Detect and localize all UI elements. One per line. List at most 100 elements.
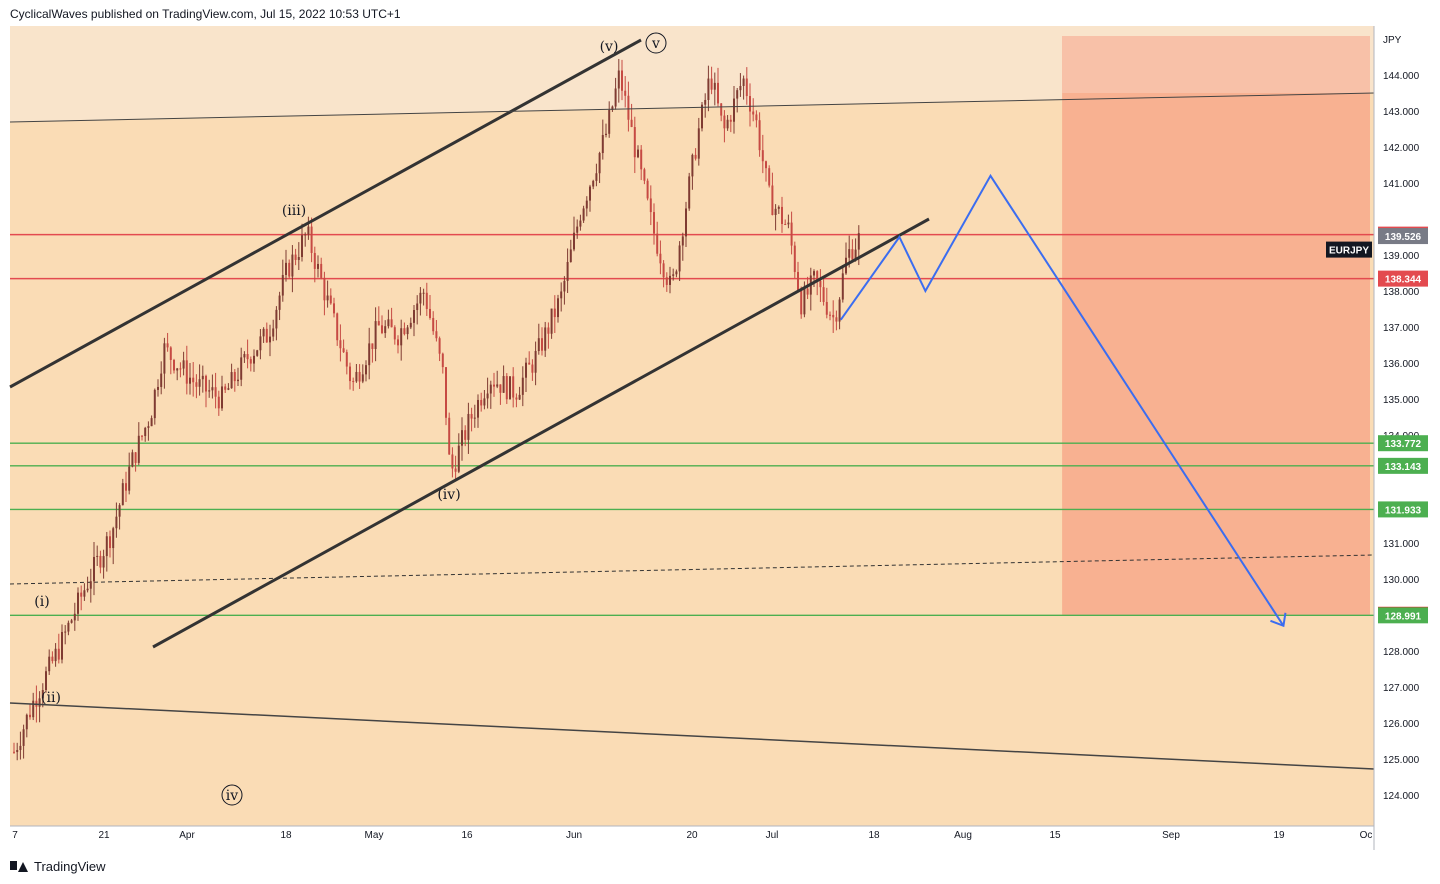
candle-body [643, 169, 646, 181]
upper-channel-band [10, 26, 1374, 122]
candle-body [374, 321, 377, 350]
candle-body [208, 390, 211, 392]
candle-body [649, 198, 652, 213]
candle-body [96, 555, 99, 557]
candle-body [579, 220, 582, 227]
candle-body [333, 303, 335, 314]
projection-path [839, 173, 1285, 627]
candle-body [22, 729, 25, 746]
candle-body [569, 249, 572, 262]
candle-body [576, 226, 579, 233]
tradingview-logo-icon [10, 860, 30, 873]
candle-body [45, 671, 47, 691]
candle-body [435, 331, 438, 339]
candle-body [157, 386, 159, 390]
candle-body [835, 317, 838, 322]
candle-body [787, 222, 790, 225]
candle-body [777, 206, 780, 209]
candle-body [617, 70, 620, 89]
price-tag-label-2: 138.344 [1385, 275, 1422, 286]
candle-body [557, 298, 559, 318]
wave-labels: (i) (ii) (iii) (iv) (v) v iv [34, 32, 667, 806]
candle-body [704, 99, 707, 105]
candle-body [854, 249, 857, 260]
candle-body [515, 397, 518, 400]
candle-body [163, 343, 166, 374]
candle-body [496, 384, 499, 387]
candle-body [400, 328, 403, 346]
candle-body [736, 90, 739, 99]
candle-body [816, 271, 819, 281]
candle-body [611, 106, 614, 110]
candle-body [89, 581, 92, 589]
candle-body [560, 291, 563, 299]
candle-body [720, 103, 723, 116]
candle-body [54, 648, 57, 662]
price-tag-label-7: 128.991 [1385, 611, 1422, 622]
candle-body [739, 85, 742, 91]
candle-body [294, 254, 297, 260]
price-tag-1 [1378, 228, 1428, 245]
candle-body [416, 303, 419, 311]
candle-body [80, 592, 83, 597]
candle-body [131, 452, 134, 467]
candle-body [774, 208, 777, 215]
candle-body [480, 399, 483, 406]
y-tick-label-7: 136.000 [1383, 359, 1420, 370]
candle-body [637, 149, 639, 158]
candle-body [534, 351, 537, 373]
candle-body [105, 536, 108, 557]
candle-body [742, 78, 745, 86]
candle-body [646, 180, 649, 199]
candle-body [371, 343, 374, 350]
target-zone [1062, 36, 1370, 615]
candle-body [93, 556, 95, 582]
candle-body [198, 379, 201, 387]
candle-body [269, 336, 271, 343]
candle-body [189, 377, 191, 384]
candle-body [493, 384, 495, 387]
candle-body [691, 154, 694, 177]
wave-label-circle-6 [221, 784, 243, 806]
x-tick-label-13: 19 [1273, 830, 1285, 841]
candle-body [653, 212, 655, 234]
candle-body [365, 365, 367, 375]
candle-body [582, 208, 585, 221]
upper-channel-line [9, 38, 642, 389]
candle-body [73, 613, 76, 621]
candle-body [665, 277, 668, 285]
candle-body [147, 426, 150, 428]
publish-caption: CyclicalWaves published on TradingView.c… [10, 7, 401, 21]
candle-body [518, 394, 521, 400]
candle-body [224, 386, 227, 390]
symbol-tag [1326, 241, 1372, 258]
x-tick-label-3: 18 [280, 830, 292, 841]
y-tick-label-2: 142.000 [1383, 143, 1420, 154]
candle-body [288, 262, 291, 277]
wave-label-1: (ii) [41, 690, 61, 706]
x-tick-label-6: Jun [566, 830, 582, 841]
candle-body [109, 536, 111, 549]
candle-body [547, 327, 550, 334]
candle-body [627, 95, 630, 120]
candle-body [710, 78, 713, 90]
symbol-tag-label: EURJPY [1329, 246, 1369, 257]
candle-body [169, 347, 172, 360]
candle-body [550, 308, 553, 334]
candle-body [553, 308, 556, 318]
candle-body [134, 452, 137, 463]
candle-body [806, 288, 809, 295]
candle-body [454, 468, 457, 472]
level-lines [9, 233, 1375, 617]
candle-body [387, 319, 390, 327]
price-axis: JPY 144.000 143.000 142.000 141.000 139.000 13… [1326, 26, 1440, 850]
candle-body [544, 327, 547, 351]
candle-body [681, 236, 684, 246]
candle-body [701, 104, 703, 129]
x-tick-label-5: 16 [461, 830, 473, 841]
target-zone-top [1062, 36, 1370, 93]
price-tag-4 [1378, 457, 1428, 474]
candle-body [253, 355, 255, 364]
candle-body [25, 714, 28, 730]
